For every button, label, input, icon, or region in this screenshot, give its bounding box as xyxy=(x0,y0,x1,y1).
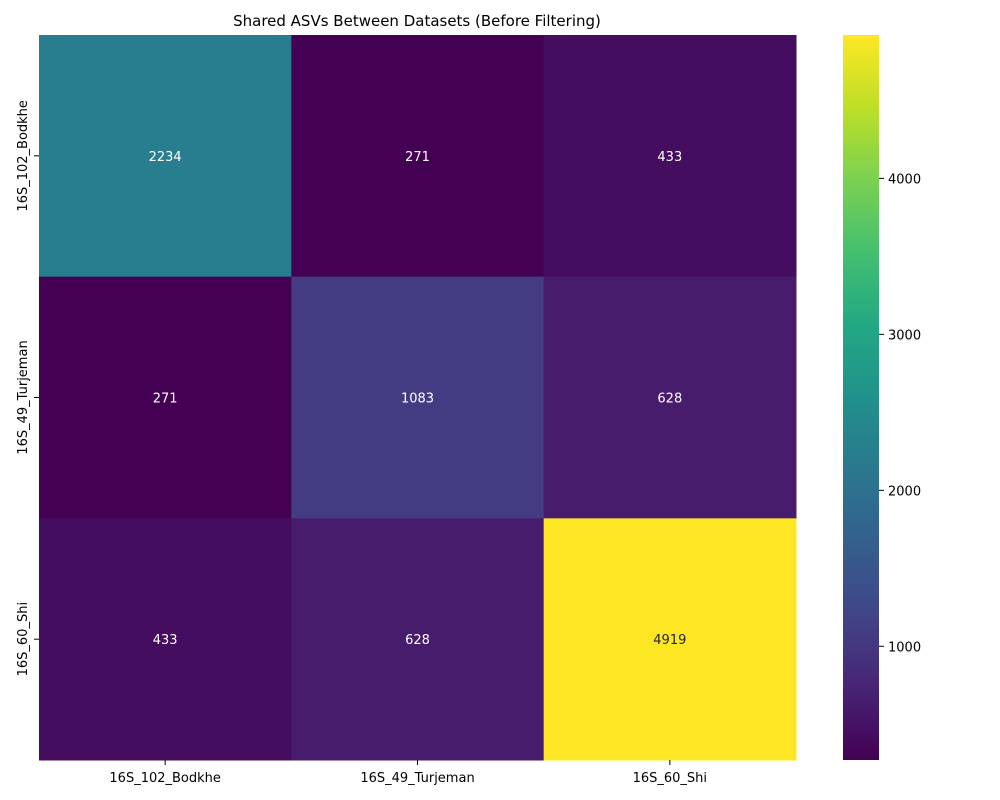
heatmap-cell xyxy=(543,276,797,519)
cell-value-label: 271 xyxy=(405,150,430,165)
x-tick-label: 16S_102_Bodkhe xyxy=(109,771,221,786)
cell-value-label: 628 xyxy=(405,633,430,648)
heatmap-cells: 2234 271 433 271 1083 628 433 628 4919 xyxy=(39,35,797,761)
cell-value-label: 433 xyxy=(153,633,178,648)
cell-value-label: 1083 xyxy=(401,392,434,407)
heatmap-cell xyxy=(39,276,292,519)
colorbar-gradient xyxy=(843,35,879,760)
heatmap-cell xyxy=(543,518,797,761)
heatmap-cell xyxy=(291,276,545,519)
cell-value-label: 628 xyxy=(657,392,682,407)
x-tick-label: 16S_49_Turjeman xyxy=(360,771,474,786)
heatmap-cell xyxy=(291,35,545,278)
colorbar-tick-label: 2000 xyxy=(888,484,921,499)
x-tick-label: 16S_60_Shi xyxy=(633,771,707,786)
cell-value-label: 2234 xyxy=(149,150,182,165)
colorbar-tick-label: 3000 xyxy=(888,328,921,343)
cell-value-label: 271 xyxy=(153,392,178,407)
colorbar-tick-label: 1000 xyxy=(888,640,921,655)
heatmap-cell xyxy=(39,35,292,278)
heatmap-cell xyxy=(39,518,292,761)
y-tick-label: 16S_49_Turjeman xyxy=(16,340,31,454)
cell-value-label: 433 xyxy=(657,150,682,165)
y-tick-label: 16S_102_Bodkhe xyxy=(16,100,31,212)
y-axis: 16S_102_Bodkhe 16S_49_Turjeman 16S_60_Shi xyxy=(16,100,39,676)
x-axis: 16S_102_Bodkhe 16S_49_Turjeman 16S_60_Shi xyxy=(109,760,707,786)
chart-title: Shared ASVs Between Datasets (Before Fil… xyxy=(233,12,601,30)
cell-value-label: 4919 xyxy=(653,633,686,648)
colorbar-tick-label: 4000 xyxy=(888,172,921,187)
heatmap-cell xyxy=(543,35,797,278)
colorbar: 1000 2000 3000 4000 xyxy=(843,35,921,760)
y-tick-label: 16S_60_Shi xyxy=(16,602,31,676)
heatmap-cell xyxy=(291,518,545,761)
